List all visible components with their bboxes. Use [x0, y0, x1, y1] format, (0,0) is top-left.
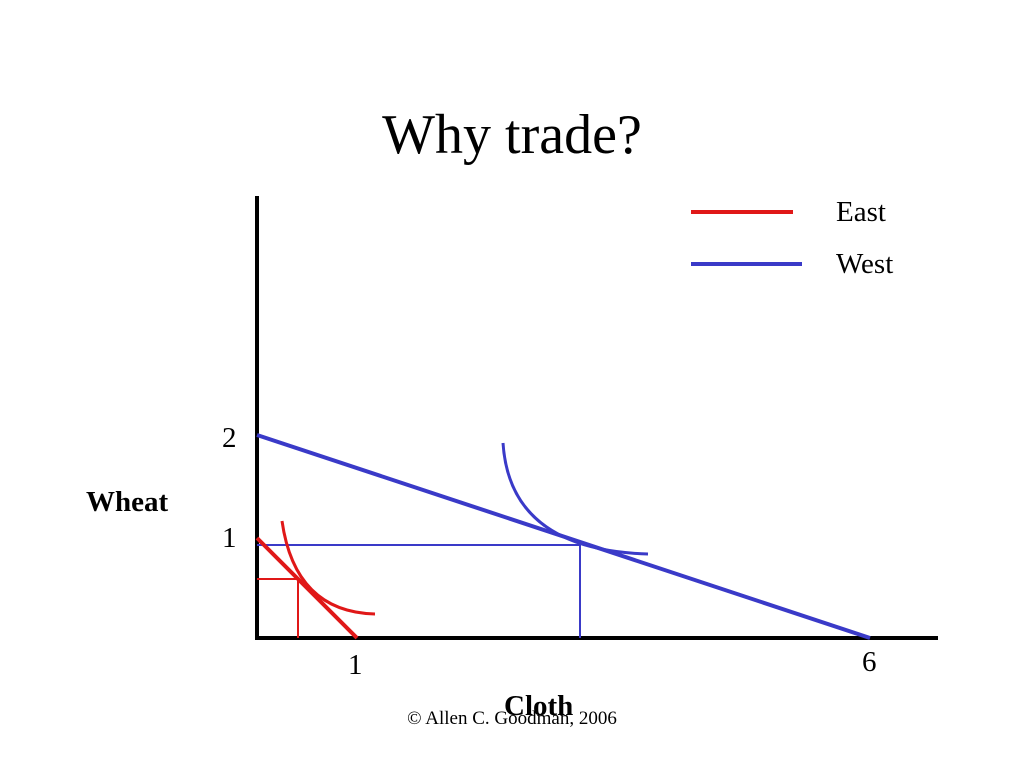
- east-production-frontier: [255, 536, 359, 640]
- east-indifference-curve: [280, 520, 376, 616]
- legend-east-swatch: [691, 210, 793, 214]
- y-axis-label: Wheat: [86, 486, 169, 518]
- x-tick-6: 6: [862, 646, 877, 678]
- copyright-notice: © Allen C. Goodman, 2006: [407, 708, 617, 729]
- legend-east-label: East: [836, 196, 886, 228]
- x-tick-1: 1: [348, 649, 363, 681]
- legend-west-swatch: [691, 262, 802, 266]
- page-title: Why trade?: [382, 104, 642, 166]
- y-tick-1: 1: [222, 522, 237, 554]
- y-tick-2: 2: [222, 422, 237, 454]
- legend-west-label: West: [836, 248, 894, 280]
- x-axis-label: Cloth: [504, 690, 574, 722]
- west-indifference-curve: [501, 442, 649, 556]
